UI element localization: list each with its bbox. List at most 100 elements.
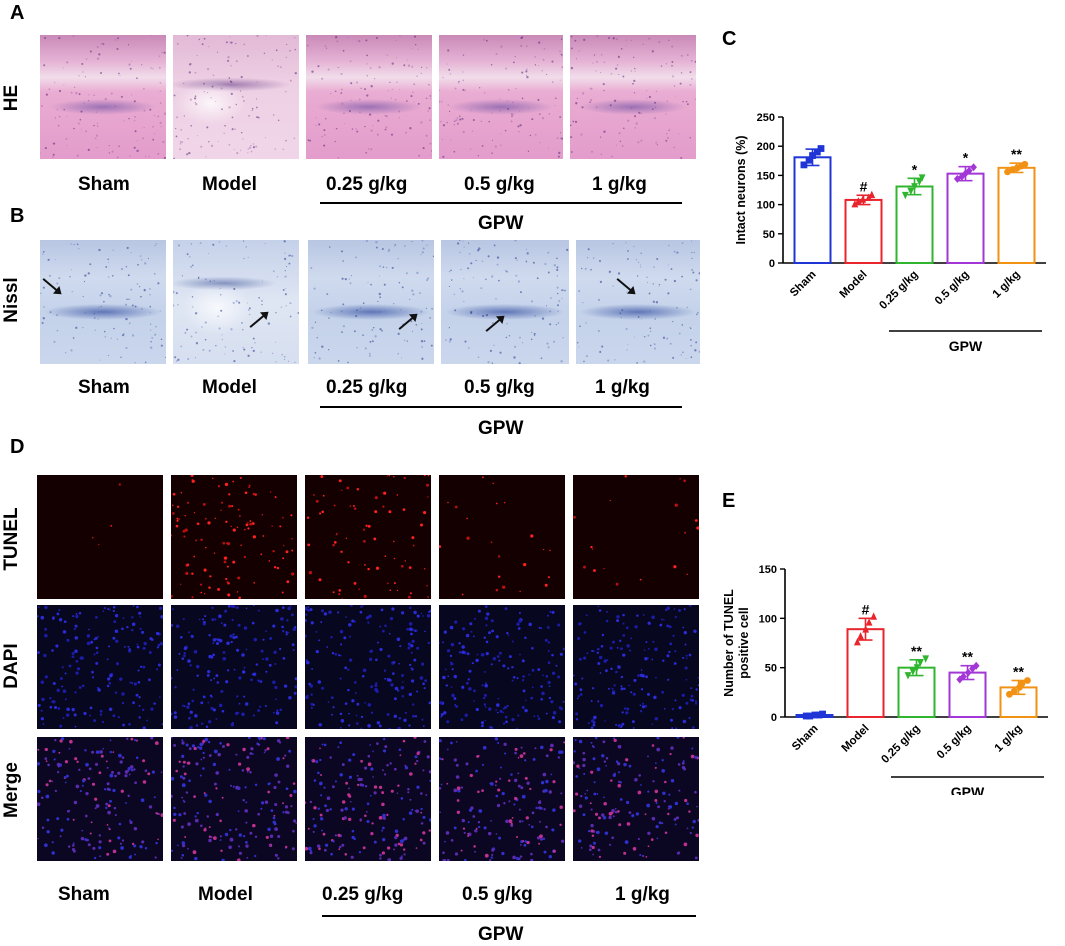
cell-dot bbox=[133, 100, 136, 103]
cell-dot bbox=[128, 117, 130, 120]
d-label-1: 1 g/kg bbox=[615, 884, 670, 905]
cell-dot bbox=[456, 117, 458, 119]
cell-dot bbox=[58, 751, 61, 754]
cell-dot bbox=[142, 726, 146, 729]
cell-dot bbox=[351, 807, 355, 811]
cell-dot bbox=[507, 634, 510, 637]
cell-dot bbox=[47, 258, 50, 261]
cell-dot bbox=[562, 337, 564, 339]
cell-dot bbox=[175, 769, 178, 773]
cell-dot bbox=[386, 712, 390, 716]
cell-dot bbox=[528, 673, 531, 676]
cell-dot bbox=[340, 88, 343, 91]
cell-dot bbox=[532, 261, 535, 264]
cell-dot bbox=[484, 605, 488, 609]
cell-dot bbox=[429, 818, 431, 822]
cell-dot bbox=[666, 100, 669, 102]
cell-dot bbox=[600, 644, 604, 648]
cell-dot bbox=[281, 606, 285, 609]
cell-dot bbox=[511, 115, 513, 117]
cell-dot bbox=[343, 112, 345, 114]
cell-dot bbox=[351, 619, 355, 623]
cell-dot bbox=[252, 605, 255, 607]
cell-dot bbox=[155, 325, 157, 328]
cell-dot bbox=[453, 150, 456, 153]
cell-dot bbox=[561, 297, 563, 299]
cell-dot bbox=[570, 124, 572, 127]
cell-dot bbox=[604, 669, 608, 673]
cell-dot bbox=[407, 791, 410, 794]
cell-dot bbox=[150, 329, 152, 331]
cell-dot bbox=[538, 806, 542, 810]
cell-dot bbox=[115, 639, 119, 643]
cell-dot bbox=[428, 701, 431, 705]
cell-dot bbox=[276, 757, 280, 761]
cell-dot bbox=[521, 71, 524, 74]
cell-dot bbox=[114, 813, 117, 817]
cell-dot bbox=[367, 724, 371, 728]
cell-dot bbox=[235, 606, 239, 609]
cell-dot bbox=[612, 640, 615, 644]
cell-dot bbox=[497, 575, 501, 578]
cell-dot bbox=[105, 265, 108, 268]
cell-dot bbox=[625, 758, 629, 762]
cell-dot bbox=[274, 802, 278, 807]
cell-dot bbox=[422, 615, 425, 617]
cell-dot bbox=[171, 595, 173, 598]
cell-dot bbox=[418, 154, 420, 157]
cell-dot bbox=[601, 754, 605, 758]
cell-dot bbox=[46, 818, 50, 822]
group-label: GPW bbox=[951, 784, 985, 795]
cell-dot bbox=[449, 654, 453, 658]
cell-dot bbox=[73, 713, 77, 717]
cell-dot bbox=[161, 723, 163, 726]
cell-dot bbox=[228, 77, 231, 79]
cell-dot bbox=[144, 262, 147, 265]
cell-dot bbox=[393, 476, 395, 478]
cell-dot bbox=[42, 723, 45, 725]
cell-dot bbox=[502, 722, 506, 725]
cell-dot bbox=[628, 811, 632, 814]
cell-dot bbox=[462, 130, 465, 134]
cell-dot bbox=[477, 356, 480, 359]
cell-dot bbox=[515, 856, 519, 860]
row-label-tunel: TUNEL bbox=[1, 507, 22, 571]
cell-dot bbox=[467, 267, 470, 270]
cell-dot bbox=[209, 694, 213, 697]
cell-dot bbox=[321, 743, 324, 746]
cell-dot bbox=[244, 809, 248, 813]
cell-dot bbox=[189, 63, 192, 66]
cell-dot bbox=[609, 843, 612, 846]
cell-dot bbox=[292, 782, 296, 785]
cell-dot bbox=[439, 100, 441, 103]
cell-dot bbox=[171, 534, 173, 537]
cell-dot bbox=[267, 827, 271, 832]
cell-dot bbox=[286, 580, 290, 584]
cell-dot bbox=[246, 770, 249, 773]
cell-dot bbox=[469, 148, 472, 150]
cell-dot bbox=[44, 605, 48, 610]
cell-dot bbox=[69, 276, 71, 278]
cell-dot bbox=[462, 827, 466, 830]
data-point bbox=[964, 668, 972, 677]
cell-dot bbox=[413, 101, 415, 103]
cell-dot bbox=[539, 141, 541, 144]
cell-dot bbox=[397, 689, 400, 692]
cell-dot bbox=[691, 826, 694, 829]
x-tick-label: 0.25 g/kg bbox=[879, 723, 922, 766]
cell-dot bbox=[413, 610, 417, 615]
cell-dot bbox=[381, 802, 385, 807]
cell-dot bbox=[612, 37, 615, 40]
cell-dot bbox=[345, 781, 349, 785]
cell-dot bbox=[402, 508, 406, 511]
cell-dot bbox=[212, 243, 215, 246]
cell-dot bbox=[340, 72, 343, 75]
cell-dot bbox=[143, 127, 145, 129]
cell-dot bbox=[553, 340, 556, 343]
cell-dot bbox=[490, 782, 494, 786]
cell-dot bbox=[291, 847, 295, 851]
cell-dot bbox=[144, 846, 148, 850]
cell-dot bbox=[83, 280, 86, 283]
cell-dot bbox=[235, 300, 238, 303]
cell-dot bbox=[693, 251, 695, 254]
